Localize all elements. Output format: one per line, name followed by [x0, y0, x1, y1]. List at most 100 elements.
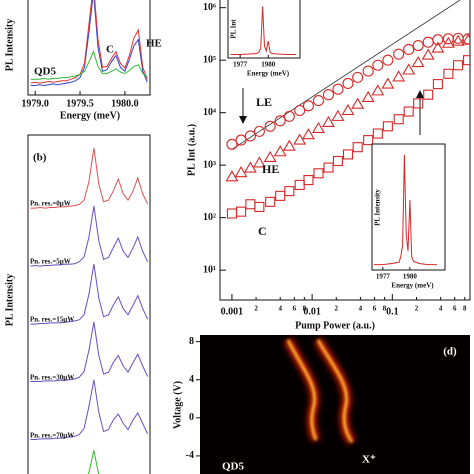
inset-spectrum: [373, 154, 437, 266]
inset-x-label: Energy (meV): [247, 70, 290, 78]
marker-triangle: [282, 139, 296, 151]
x-tick-label: 4: [278, 305, 282, 313]
marker-triangle: [331, 109, 345, 121]
x-tick-label: 6: [293, 305, 297, 313]
inset-x-tick-label: 1977: [376, 273, 391, 281]
annotation: QD5: [222, 461, 245, 473]
marker-circle: [312, 95, 325, 107]
marker-square: [294, 179, 305, 190]
series-label: Pn. res.=15μW: [30, 316, 74, 324]
y-tick-label: 10³: [203, 159, 216, 170]
emission-core: [286, 339, 354, 443]
inset-x-label: Energy (meV): [391, 282, 434, 290]
marker-square: [265, 196, 276, 207]
annotation: C: [106, 44, 114, 56]
y-tick-label: 10⁵: [203, 54, 216, 65]
spectrum: [30, 147, 149, 209]
marker-square: [226, 208, 237, 219]
y-tick-label: 8: [189, 336, 194, 347]
marker-triangle: [392, 70, 406, 82]
inset-x-tick-label: 1980: [403, 273, 418, 281]
x-tick-label: 2: [335, 305, 339, 313]
marker-circle: [403, 43, 415, 56]
marker-square: [423, 89, 434, 100]
y-tick-label: 0: [189, 412, 194, 423]
series-label: C: [258, 224, 267, 238]
panel-d: Voltage (V) (d) QD5 X⁺ 8 4 0 -4: [172, 335, 470, 474]
plot-area: [30, 147, 149, 474]
arrow-head: [239, 116, 247, 124]
marker-triangle: [361, 90, 375, 102]
marker-circle: [342, 77, 354, 90]
marker-triangle: [225, 170, 239, 182]
y-axis-label: PL Int (a.u.): [186, 124, 197, 176]
marker-square: [372, 128, 383, 139]
marker-circle: [253, 125, 265, 137]
marker-triangle: [431, 41, 445, 53]
marker-circle: [372, 59, 384, 71]
annotation: X⁺: [362, 454, 376, 466]
spectrum: [30, 379, 149, 440]
x-axis-label: Energy (meV): [60, 110, 120, 121]
marker-circle: [283, 110, 295, 122]
x-tick-label: 1979.5: [66, 98, 94, 109]
marker-square: [363, 135, 374, 146]
x-tick-label: 0.001: [221, 306, 244, 317]
y-tick-label: -4: [186, 450, 194, 461]
x-tick-label: 1979.0: [21, 98, 49, 109]
marker-triangle: [351, 97, 365, 109]
marker-square: [236, 206, 247, 217]
y-tick-label: 10²: [203, 212, 216, 223]
spectrum: [30, 205, 149, 267]
marker-square: [323, 162, 334, 173]
x-tick-label: 8: [383, 305, 387, 313]
marker-square: [432, 79, 443, 90]
marker-triangle: [252, 156, 266, 168]
marker-triangle: [421, 48, 435, 60]
y-tick-label: 10¹: [203, 264, 216, 275]
x-tick-label: 0.01: [303, 306, 321, 317]
marker-triangle: [451, 34, 465, 46]
marker-square: [443, 68, 454, 79]
marker-circle: [264, 120, 276, 132]
marker-square: [382, 121, 393, 132]
x-axis-label: Pump Power (a.u.): [295, 320, 375, 331]
plot-area: [225, 0, 470, 219]
marker-square: [254, 201, 265, 212]
annotation: QD5: [34, 66, 57, 78]
marker-square: [313, 168, 324, 179]
panel-b: PL Intensity (b) Pn. res.=0μW Pn. res.=5μ…: [4, 134, 151, 474]
spectrum: [30, 0, 148, 87]
marker-triangle: [273, 145, 287, 157]
spectrum: [30, 50, 148, 80]
series-label: LE: [256, 95, 272, 109]
series-label: Pn. res.=70μW: [30, 432, 74, 440]
inset-y-label: PL Intensity: [374, 189, 382, 226]
marker-square: [275, 190, 286, 201]
marker-square: [352, 142, 363, 153]
plot-frame: [27, 0, 151, 96]
marker-circle: [382, 54, 394, 66]
marker-square: [463, 55, 470, 66]
marker-triangle: [302, 128, 315, 140]
marker-square: [413, 98, 424, 109]
x-tick-label: 8: [303, 305, 307, 313]
marker-triangle: [322, 115, 335, 128]
inset-x-tick-label: 1977: [233, 61, 248, 69]
marker-circle: [422, 36, 434, 48]
marker-circle: [322, 89, 335, 101]
marker-square: [284, 186, 295, 197]
marker-triangle: [263, 150, 277, 163]
x-tick-label: 4: [439, 305, 443, 313]
x-tick-label: 0.1: [386, 306, 399, 317]
series-label: Pn. res.=0μW: [30, 200, 71, 208]
annotation: HE: [146, 38, 162, 50]
marker-circle: [235, 134, 247, 146]
marker-triangle: [402, 63, 416, 75]
marker-triangle: [293, 133, 307, 145]
marker-square: [342, 149, 354, 160]
y-axis-label: Voltage (V): [172, 381, 183, 429]
image-background: [200, 335, 470, 474]
panel-c: PL Int (a.u.) Pump Power (a.u.) 0.001 2 4 6…: [186, 0, 471, 331]
